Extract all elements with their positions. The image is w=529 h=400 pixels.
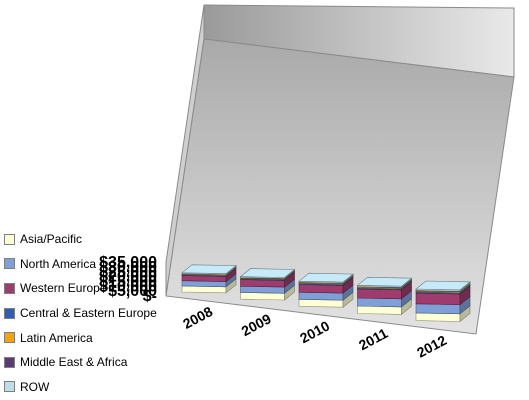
bar-segment-north-america xyxy=(240,278,295,294)
legend-swatch xyxy=(4,282,15,294)
bar-stack-2009 xyxy=(239,268,296,301)
legend-item: ROW xyxy=(4,375,157,400)
y-tick-label: $10,000 xyxy=(99,278,157,295)
legend-swatch xyxy=(4,258,15,270)
legend-swatch xyxy=(4,307,15,319)
bar-stack-2010 xyxy=(298,272,354,308)
bar-segment-row xyxy=(181,264,237,276)
legend-label: Middle East & Africa xyxy=(20,355,128,370)
x-tick-label: 2009 xyxy=(239,310,274,339)
x-tick-label: 2008 xyxy=(180,303,215,332)
bar-segment-row xyxy=(415,280,471,292)
legend-label: North America xyxy=(20,256,97,271)
y-tick-label: $- xyxy=(143,288,157,305)
legend-item: Central & Eastern Europe xyxy=(4,301,157,326)
x-tick-label: 2010 xyxy=(297,317,332,346)
bar-stack-2012 xyxy=(415,280,471,323)
legend-swatch xyxy=(4,332,15,344)
legend-item: Asia/Pacific xyxy=(4,227,157,252)
legend-swatch xyxy=(4,233,15,245)
x-tick-label: 2011 xyxy=(356,325,391,353)
bar-segment-western-europe xyxy=(298,276,354,294)
bar-segment-asia-pacific xyxy=(415,305,471,323)
floor xyxy=(165,38,515,335)
legend-label: Central & Eastern Europe xyxy=(20,306,157,321)
bar-segment-asia-pacific xyxy=(357,298,412,316)
legend-label: Western Europe xyxy=(20,281,107,296)
chart-walls xyxy=(165,4,515,335)
bars xyxy=(181,264,471,323)
bar-segment-row xyxy=(298,272,354,284)
bar-segment-asia-pacific xyxy=(240,284,295,301)
bar-segment-asia-pacific xyxy=(181,278,237,294)
legend-swatch xyxy=(4,356,15,368)
bar-stack-2011 xyxy=(356,276,413,316)
y-tick-label: $30,000 xyxy=(99,259,157,276)
bar-stack-2008 xyxy=(181,264,237,294)
legend: Asia/Pacific North America Western Europe C… xyxy=(4,227,157,399)
y-tick-label: $20,000 xyxy=(99,269,157,286)
y-tick-label: $25,000 xyxy=(99,264,157,281)
y-tick-label: $35,000 xyxy=(99,254,157,271)
legend-item: Middle East & Africa xyxy=(4,350,157,375)
legend-label: Latin America xyxy=(20,330,93,345)
legend-item: North America xyxy=(4,252,157,277)
bar-segment-row xyxy=(356,276,413,289)
legend-label: Asia/Pacific xyxy=(20,232,83,247)
x-tick-label: 2012 xyxy=(414,332,449,361)
y-tick-label: $15,000 xyxy=(99,273,157,290)
legend-swatch xyxy=(4,381,15,393)
bar-segment-row xyxy=(239,268,296,280)
y-axis: $-$5,000$10,000$15,000$20,000$25,000$30,… xyxy=(99,254,157,305)
legend-item: Latin America xyxy=(4,325,157,350)
legend-item: Western Europe xyxy=(4,276,157,301)
legend-label: ROW xyxy=(20,379,50,394)
y-tick-label: $5,000 xyxy=(108,283,157,300)
